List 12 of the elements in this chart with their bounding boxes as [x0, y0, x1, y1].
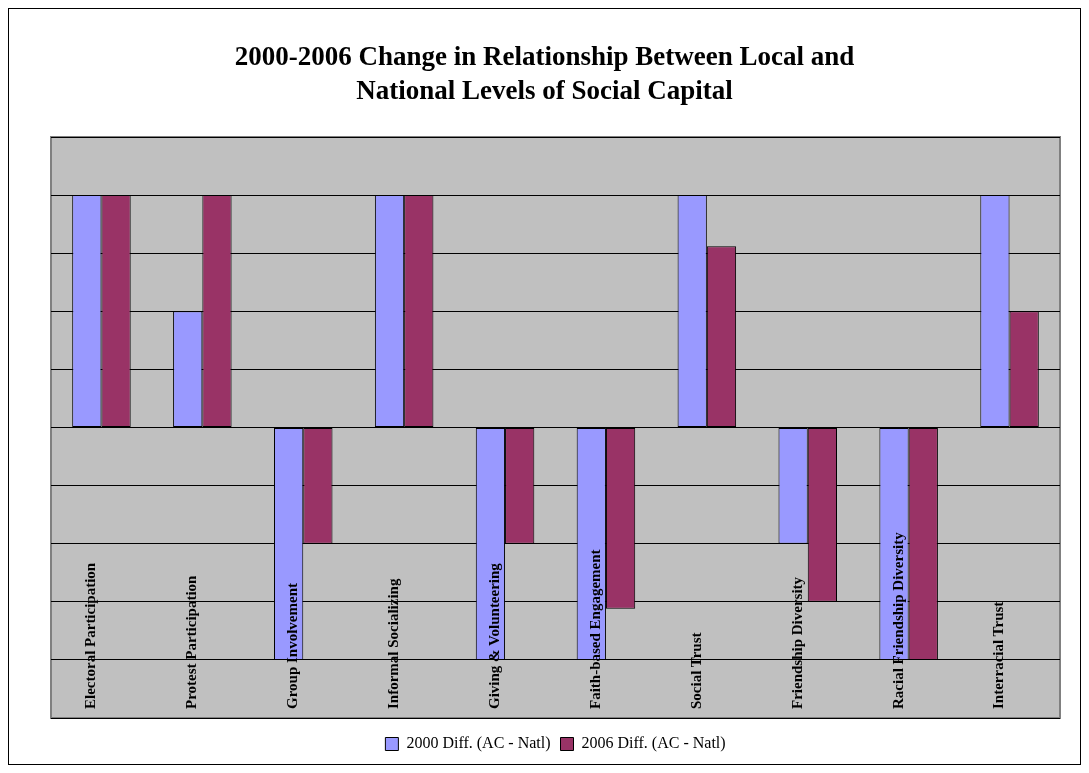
x-tick-label: Social Trust: [687, 632, 704, 709]
x-tick-label: Racial Friendship Diversity: [889, 531, 906, 709]
x-tick-label: Friendship Diversity: [788, 576, 805, 709]
x-tick-label: Electoral Participation: [82, 562, 99, 709]
legend-label: 2006 Diff. (AC - Natl): [581, 734, 726, 753]
chart-title: 2000-2006 Change in Relationship Between Local and National Levels of Social Capital: [233, 40, 856, 107]
legend-label: 2000 Diff. (AC - Natl): [406, 734, 551, 753]
x-tick-label: Faith-based Engagement: [586, 549, 603, 709]
x-tick-label: Group Involvement: [284, 583, 301, 709]
x-tick-label: Protest Participation: [183, 574, 200, 709]
x-tick-label: Informal Socializing: [385, 578, 402, 709]
x-tick-label: Interracial Trust: [990, 601, 1007, 709]
